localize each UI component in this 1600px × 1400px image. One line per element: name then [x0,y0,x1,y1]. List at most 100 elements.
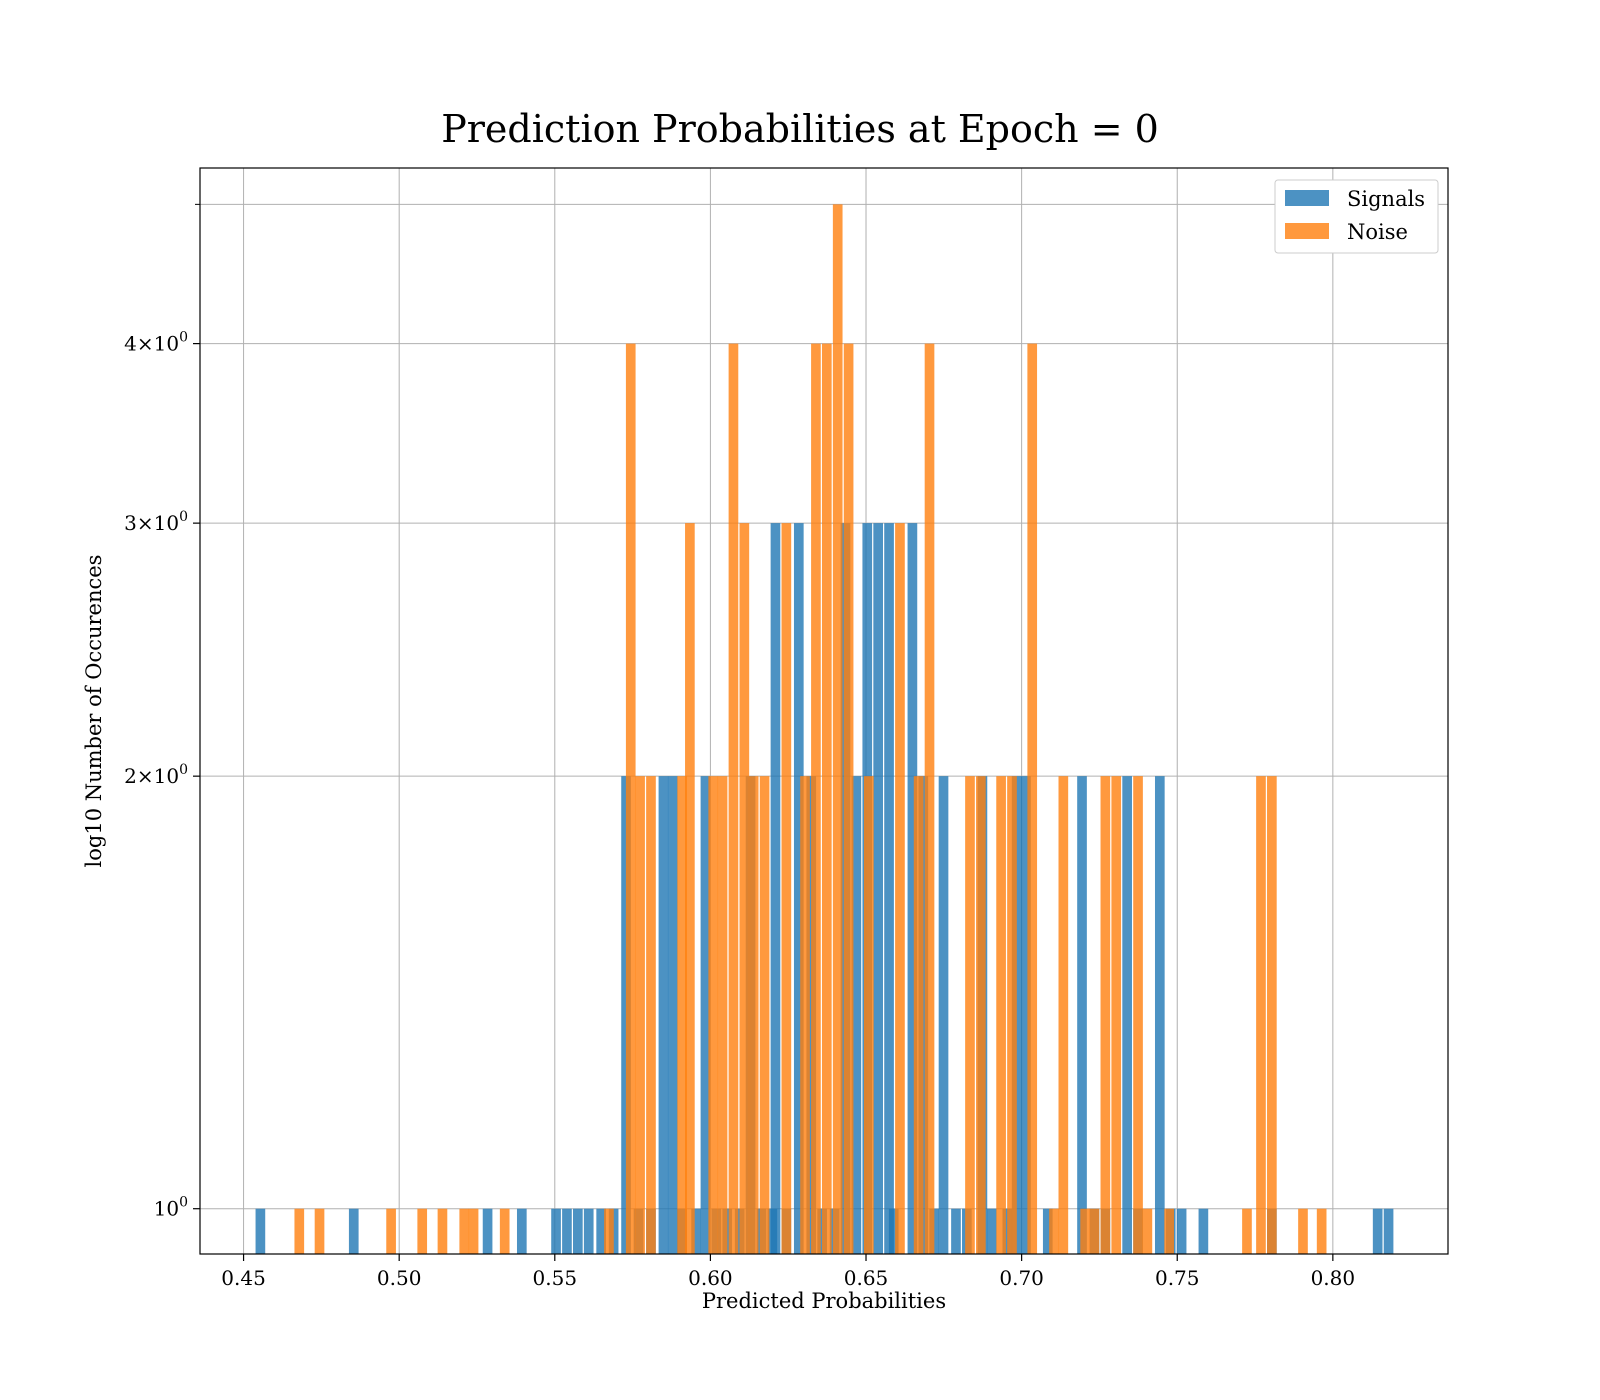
axis-ticks [193,203,1334,1261]
noise-bar [1316,1208,1327,1254]
plot-frame [199,167,1449,1255]
x-tick-label: 0.55 [533,1266,578,1290]
noise-bar [965,776,975,1254]
y-tick-label: 3×100 [124,509,188,535]
noise-bar [1089,1208,1100,1254]
noise-bar [1111,776,1122,1254]
x-tick-label: 0.70 [999,1266,1044,1290]
signals-bar [562,1208,572,1254]
signals-bar [482,1208,493,1254]
signals-bar [951,1208,961,1254]
chart-title: Prediction Probabilities at Epoch = 0 [441,107,1159,151]
signals-bar [667,776,678,1254]
signals-bar [516,1208,527,1254]
noise-bar [1133,776,1143,1254]
signals-bar [348,1208,359,1254]
x-tick-label: 0.75 [1155,1266,1200,1290]
signals-bar [888,1208,899,1254]
noise-bar [1080,1208,1090,1254]
signals-bar [691,1208,701,1254]
x-tick-label: 0.65 [844,1266,889,1290]
noise-bar [996,776,1006,1254]
noise-bar [459,1208,470,1254]
x-tick-labels: 0.45 0.50 0.55 0.60 0.65 0.70 0.75 0.80 [221,1266,1355,1290]
signals-bar [551,1208,561,1254]
signals-bar [851,776,862,1254]
y-tick-labels: 100 2×100 3×100 4×100 [124,330,188,1221]
legend-label-signals: Signals [1347,187,1425,211]
noise-bar [1142,1208,1153,1254]
noise-bar [895,523,905,1254]
noise-bar [811,343,821,1254]
signals-bar [1176,1208,1187,1254]
noise-bar [685,523,695,1254]
noise-bars [294,204,1327,1254]
signals-bar [1198,1208,1209,1254]
signals-bar [793,523,804,1254]
noise-bar [924,343,935,1254]
noise-bar [499,1208,510,1254]
noise-bar [832,204,843,1254]
noise-bar [646,776,656,1254]
noise-bar [1242,1208,1252,1254]
noise-bar [1267,776,1277,1254]
noise-bar [821,343,832,1254]
noise-bar [677,776,687,1254]
noise-bar [863,776,874,1254]
signals-bar [1154,776,1165,1254]
signals-bar [572,1208,583,1254]
signals-bar [1383,1208,1394,1254]
signals-bar [1021,776,1031,1254]
x-axis-label: Predicted Probabilities [702,1289,946,1313]
noise-bar [1256,776,1266,1254]
noise-bar [800,776,810,1254]
y-tick-label: 100 [154,1195,188,1221]
signals-bar [770,523,781,1254]
noise-bar [717,776,728,1254]
signals-bar [658,776,669,1254]
noise-bar [635,776,645,1254]
plot-area [193,167,1449,1261]
noise-bar [1007,776,1017,1254]
legend-swatch-signals [1285,190,1329,206]
signals-bar [700,776,711,1254]
noise-bar [314,1208,325,1254]
noise-bar [1164,1208,1174,1254]
signals-bar [986,1208,997,1254]
y-axis-label: log10 Number of Occurences [82,555,106,868]
noise-bar [468,1208,479,1254]
x-tick-label: 0.50 [377,1266,422,1290]
noise-bar [759,776,770,1254]
noise-bar [1027,343,1038,1254]
signals-bar [907,523,918,1254]
noise-bar [708,776,719,1254]
noise-bar [1049,1208,1059,1254]
noise-bar [748,776,759,1254]
noise-bar [1100,776,1111,1254]
x-tick-label: 0.60 [688,1266,733,1290]
noise-bar [781,523,792,1254]
noise-bar [976,776,986,1254]
noise-bar [1058,776,1069,1254]
signals-bar [596,1208,607,1254]
signals-bar [884,523,894,1254]
legend: Signals Noise [1274,179,1439,254]
signals-bar [1042,1208,1053,1254]
noise-bar [417,1208,428,1254]
signals-bar [255,1208,266,1254]
legend-swatch-noise [1285,223,1329,239]
y-tick-label: 4×100 [124,330,188,356]
noise-bar [728,343,739,1254]
noise-bar [843,343,854,1254]
noise-bar [625,343,636,1254]
signals-bar [1077,776,1087,1254]
y-tick-label: 2×100 [124,762,188,788]
noise-bar [294,1208,305,1254]
legend-label-noise: Noise [1347,220,1408,244]
noise-bar [437,1208,448,1254]
noise-bar [386,1208,396,1254]
noise-bar [913,776,924,1254]
signals-bar [1122,776,1132,1254]
signals-bar [1372,1208,1383,1254]
